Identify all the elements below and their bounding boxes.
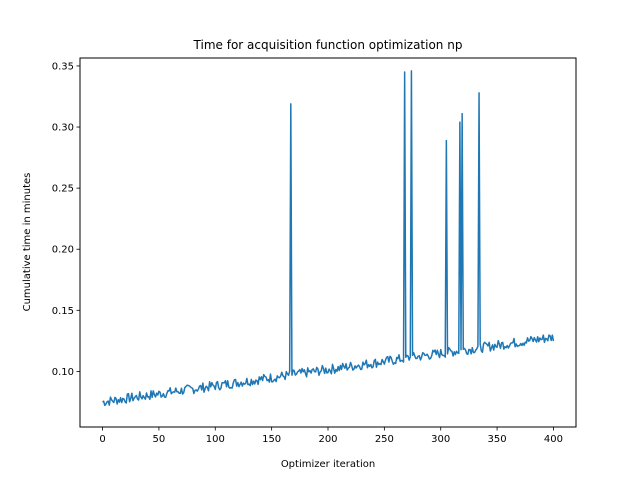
y-tick-label: 0.35 (52, 61, 74, 72)
y-axis: 0.10 0.15 0.20 0.25 0.30 0.35 (52, 61, 80, 378)
x-axis-title: Optimizer iteration (281, 459, 375, 470)
x-axis: 0 50 100 150 200 250 300 350 400 (99, 427, 563, 445)
x-tick-label: 150 (262, 434, 281, 445)
series-layer (102, 70, 555, 407)
x-tick-label: 350 (488, 434, 507, 445)
x-tick-label: 100 (206, 434, 225, 445)
x-tick-label: 50 (153, 434, 166, 445)
chart-title: Time for acquisition function optimizati… (193, 38, 463, 52)
x-tick-label: 0 (99, 434, 105, 445)
x-tick-label: 250 (375, 434, 394, 445)
x-tick-label: 400 (544, 434, 563, 445)
x-tick-label: 200 (318, 434, 337, 445)
y-tick-label: 0.20 (52, 245, 74, 256)
series-line (102, 70, 555, 407)
y-tick-label: 0.10 (52, 367, 74, 378)
x-tick-label: 300 (431, 434, 450, 445)
y-tick-label: 0.25 (52, 184, 74, 195)
y-tick-label: 0.15 (52, 306, 74, 317)
y-tick-label: 0.30 (52, 123, 74, 134)
y-axis-title: Cumulative time in minutes (22, 173, 33, 312)
